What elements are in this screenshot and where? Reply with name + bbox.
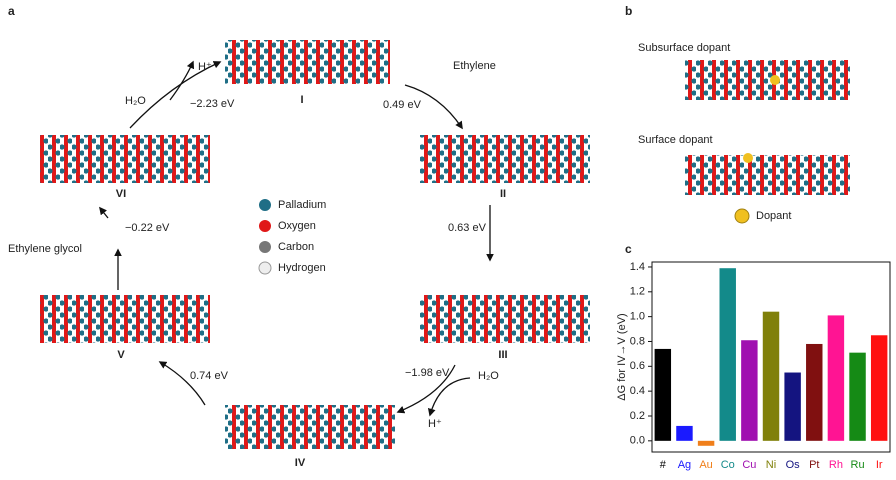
y-tick-label: 0.8 [630,335,645,347]
x-tick-label: Au [699,459,712,471]
energy: −2.23 eV [190,98,235,110]
state-label: V [117,349,125,361]
dopant-atom [743,153,753,163]
bar [849,352,866,441]
bar [827,315,845,441]
bar [654,348,672,441]
species: Ethylene [453,60,496,72]
y-tick-label: 0.2 [630,410,645,422]
x-tick-label: Ag [678,459,691,471]
species: H⁺ [198,61,212,73]
state-label: I [300,94,303,106]
energy: 0.49 eV [383,99,422,111]
energy: 0.63 eV [448,222,487,234]
legend-swatch [259,241,271,253]
x-tick-label: # [660,459,667,471]
y-tick-label: 0.0 [630,435,645,447]
x-tick-label: Cu [742,459,756,471]
slab [420,295,590,343]
slab [40,135,210,183]
dopant-atom [770,75,780,85]
bar [806,343,823,441]
arrow [99,206,109,219]
bar [741,340,758,441]
legend-label: Carbon [278,241,314,253]
state-label: IV [295,457,306,469]
slab [420,135,590,183]
legend-label: Dopant [756,210,791,222]
species: Ethylene glycol [8,243,82,255]
y-tick-label: 1.4 [630,261,645,273]
panel-a: a I II III IV V VI 0.49 eV 0.63 eV −1.98… [8,4,590,469]
y-tick-label: 1.2 [630,286,645,298]
slab [225,405,395,449]
species: H₂O [125,95,146,107]
y-tick-label: 0.4 [630,385,645,397]
arrow [396,364,456,414]
panel-label: a [8,4,15,18]
x-tick-label: Co [721,459,735,471]
arrow [169,60,195,101]
arrow [129,61,222,129]
slab [685,155,850,195]
arrow [427,377,471,417]
slab [40,295,210,343]
legend-swatch [734,208,750,224]
legend-label: Hydrogen [278,262,326,274]
state-label: III [498,349,507,361]
x-tick-label: Ir [876,459,883,471]
energy: 0.74 eV [190,370,229,382]
legend-swatch [259,199,271,211]
x-tick-label: Os [786,459,801,471]
y-tick-label: 1.0 [630,311,645,323]
bar [784,372,801,441]
state-label: II [500,188,506,200]
bar [762,311,780,441]
x-tick-label: Ni [766,459,776,471]
x-tick-label: Rh [829,459,843,471]
slab [685,60,850,100]
state-label: VI [116,188,126,200]
caption: Surface dopant [638,134,713,146]
plot-frame [651,261,891,453]
bar [719,268,736,441]
bar [676,425,693,441]
panel-label: b [625,4,632,18]
bar [870,335,888,441]
x-tick-label: Ru [851,459,865,471]
energy: −1.98 eV [405,367,450,379]
species: H₂O [478,370,499,382]
panel-label: c [625,242,632,256]
slab [225,40,390,84]
panel-b: b Subsurface dopant Surface dopant Dopan… [625,4,850,224]
energy: −0.22 eV [125,222,170,234]
y-axis-label: ΔG for IV→V (eV) [616,313,628,400]
caption: Subsurface dopant [638,42,730,54]
legend-label: Palladium [278,199,326,211]
panel-c: c ΔG for IV→V (eV) 0.0 0.2 0.4 0.6 0.8 1.0 1.2… [616,242,891,471]
legend-label: Oxygen [278,220,316,232]
legend-swatch [258,261,272,275]
arrow [158,361,206,406]
bar [697,440,715,446]
legend-swatch [259,220,271,232]
arrow [404,84,463,130]
species: H⁺ [428,418,442,430]
y-tick-label: 0.6 [630,360,645,372]
x-tick-label: Pt [809,459,819,471]
